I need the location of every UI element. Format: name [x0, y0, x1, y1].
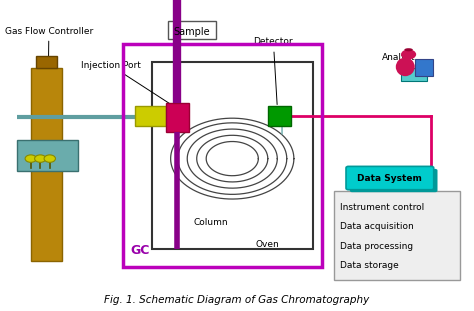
Bar	[123, 44, 322, 267]
Text: Detector: Detector	[254, 38, 293, 104]
Bar	[415, 59, 433, 76]
Text: Data acquisition: Data acquisition	[340, 222, 414, 231]
Bar	[334, 191, 460, 280]
Text: Data processing: Data processing	[340, 242, 413, 251]
FancyBboxPatch shape	[346, 166, 434, 190]
Text: Injection Port: Injection Port	[81, 61, 173, 106]
Bar	[168, 21, 216, 39]
Text: Fig. 1. Schematic Diagram of Gas Chromatography: Fig. 1. Schematic Diagram of Gas Chromat…	[104, 295, 370, 305]
Text: Gas Flow Controller: Gas Flow Controller	[5, 27, 93, 150]
Text: Data System: Data System	[357, 174, 422, 183]
Text: Oven: Oven	[256, 240, 280, 248]
Text: Sample: Sample	[173, 27, 210, 37]
Bar	[36, 56, 57, 68]
Circle shape	[44, 155, 55, 162]
Text: Column: Column	[193, 218, 228, 227]
Ellipse shape	[396, 58, 415, 76]
Bar	[152, 62, 313, 249]
Bar	[268, 106, 291, 126]
Bar	[135, 106, 166, 126]
Text: Analyst: Analyst	[382, 53, 415, 62]
Text: Carrier
Gas supply: Carrier Gas supply	[36, 138, 56, 185]
Circle shape	[35, 155, 46, 162]
FancyBboxPatch shape	[350, 169, 438, 192]
Bar	[17, 140, 78, 171]
Circle shape	[401, 49, 416, 59]
Text: Data storage: Data storage	[340, 261, 399, 270]
Ellipse shape	[404, 48, 413, 51]
Text: GC: GC	[130, 244, 149, 257]
Text: Instrument control: Instrument control	[340, 203, 424, 212]
Bar	[401, 68, 427, 81]
Bar	[31, 68, 62, 261]
Circle shape	[25, 155, 36, 162]
Bar	[166, 103, 189, 132]
